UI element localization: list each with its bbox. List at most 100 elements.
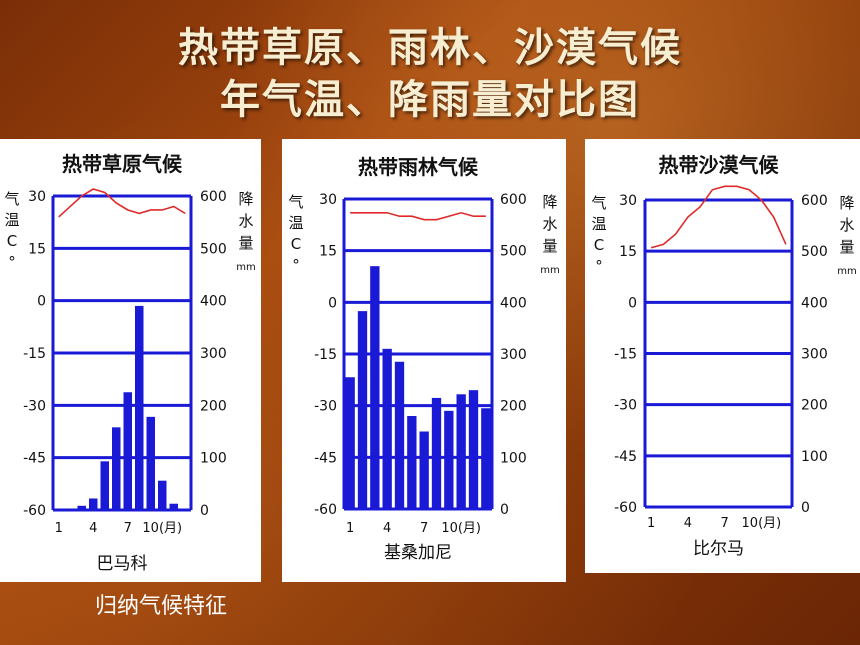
station-name: 基桑加尼 [384, 543, 452, 563]
station-name: 比尔马 [693, 539, 744, 559]
right-axis-label-char: 降 [238, 190, 253, 208]
precip-bar [345, 377, 355, 509]
left-axis-label-char: 温 [288, 214, 303, 232]
left-tick-label: -45 [314, 450, 337, 466]
precip-bar [54, 509, 63, 510]
left-tick-label: -45 [23, 451, 46, 467]
right-axis-label-char: 量 [839, 238, 854, 256]
precip-bar [419, 431, 429, 509]
precip-bar [468, 390, 479, 509]
right-tick-label: 600 [500, 192, 527, 208]
chart-panel-rainforest: 热带雨林气候气温 C ° 降水量 mm 30 600 15 500 0 400 -15 300 -30 20… [282, 139, 566, 582]
left-axis-label-char: ° [595, 257, 603, 275]
left-axis-label-char: 气 [288, 193, 303, 211]
right-tick-label: 200 [500, 399, 527, 415]
left-axis-label-char: 温 [4, 211, 19, 229]
temperature-line [650, 185, 787, 249]
x-tick-label: 7 [124, 521, 132, 536]
left-tick-label: -60 [23, 503, 46, 519]
left-axis-label-char: 气 [591, 194, 606, 212]
x-tick-label: 10(月) [742, 516, 782, 531]
slide-title: 热带草原、雨林、沙漠气候 年气温、降雨量对比图 [0, 22, 860, 126]
left-tick-label: -60 [614, 500, 637, 516]
precip-bar [407, 416, 417, 509]
left-tick-label: -15 [314, 347, 337, 363]
precip-bar [77, 505, 86, 510]
chart-title: 热带草原气候 [62, 152, 183, 176]
left-tick-label: 0 [328, 295, 337, 311]
right-axis-label-char: 水 [839, 216, 854, 234]
left-axis-label-char: C [7, 232, 17, 250]
precip-bar [146, 416, 155, 510]
title-line-1: 热带草原、雨林、沙漠气候 [178, 25, 682, 71]
temperature-line [350, 211, 486, 221]
x-tick-label: 7 [420, 521, 428, 536]
right-tick-label: 500 [200, 241, 227, 257]
left-axis-label-char: 气 [4, 190, 19, 208]
right-axis-label-char: 水 [238, 212, 253, 230]
left-tick-label: -45 [614, 449, 637, 465]
left-tick-label: 0 [628, 295, 637, 311]
left-tick-label: 30 [619, 193, 637, 209]
precip-bar [66, 509, 75, 510]
x-tick-label: 4 [383, 521, 391, 536]
title-line-2: 年气温、降雨量对比图 [220, 77, 640, 123]
precip-bar [357, 311, 368, 509]
left-axis-label-char: ° [292, 256, 300, 274]
precip-bar [431, 397, 442, 509]
precip-bar [89, 498, 98, 510]
left-tick-label: 15 [28, 241, 46, 257]
right-tick-label: 300 [801, 347, 828, 363]
left-tick-label: 15 [619, 244, 637, 260]
left-tick-label: -30 [614, 398, 637, 414]
x-tick-label: 10(月) [142, 521, 182, 536]
right-axis-unit: mm [236, 262, 255, 273]
right-tick-label: 400 [500, 295, 527, 311]
precip-bar [444, 410, 454, 509]
left-axis-label-char: C [594, 236, 604, 254]
left-axis-label-char: 温 [591, 215, 606, 233]
right-tick-label: 400 [801, 295, 828, 311]
left-tick-label: 15 [319, 244, 337, 260]
chart-panel-savanna: 热带草原气候气温 C ° 降水量 mm 30 600 15 500 0 400 -15 300 -30 20… [0, 139, 261, 582]
footer-caption: 归纳气候特征 [95, 594, 228, 619]
right-tick-label: 0 [500, 502, 509, 518]
right-tick-label: 100 [801, 449, 828, 465]
precip-bar [382, 348, 392, 509]
left-axis-label-char: C [291, 235, 301, 253]
station-name: 巴马科 [97, 554, 148, 574]
left-tick-label: -30 [314, 399, 337, 415]
left-tick-label: 30 [319, 192, 337, 208]
right-axis-label-char: 量 [542, 237, 557, 255]
right-tick-label: 200 [801, 398, 828, 414]
right-tick-label: 600 [200, 189, 227, 205]
left-tick-label: 0 [37, 294, 46, 310]
left-tick-label: 30 [28, 189, 46, 205]
precip-bar [456, 394, 466, 509]
right-tick-label: 100 [500, 450, 527, 466]
x-tick-label: 7 [720, 516, 728, 531]
right-tick-label: 0 [200, 503, 209, 519]
right-tick-label: 500 [801, 244, 828, 260]
precip-bar [158, 480, 167, 510]
precip-bar [123, 392, 132, 510]
right-axis-unit: mm [540, 265, 559, 276]
right-axis-unit: mm [837, 266, 856, 277]
precip-bar [394, 361, 405, 509]
temperature-line [58, 188, 186, 218]
left-axis-label-char: ° [8, 253, 16, 271]
precip-bar [100, 461, 109, 510]
precip-bar [112, 427, 121, 510]
chart-title: 热带沙漠气候 [659, 153, 780, 177]
x-tick-label: 1 [55, 521, 63, 536]
right-tick-label: 100 [200, 451, 227, 467]
right-tick-label: 600 [801, 193, 828, 209]
right-axis-label-char: 降 [839, 194, 854, 212]
right-tick-label: 500 [500, 244, 527, 260]
precip-bar [181, 509, 190, 510]
left-tick-label: -15 [614, 347, 637, 363]
left-tick-label: -15 [23, 346, 46, 362]
